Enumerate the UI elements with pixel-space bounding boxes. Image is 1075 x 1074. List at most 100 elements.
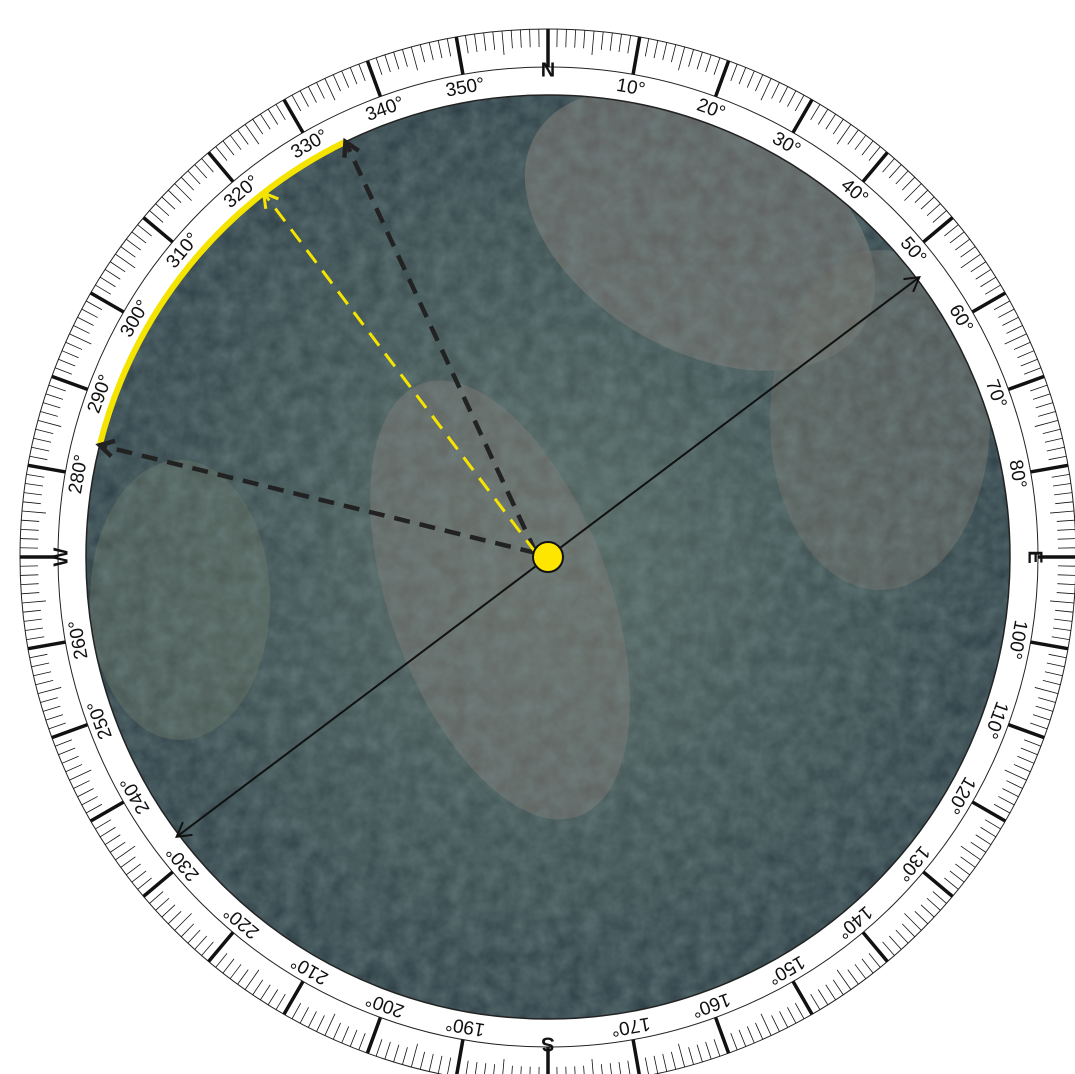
tick	[332, 1022, 341, 1040]
tick	[155, 203, 170, 217]
tick	[275, 993, 286, 1010]
tick	[29, 653, 48, 659]
tick	[794, 95, 805, 112]
tick	[222, 140, 235, 156]
tick	[914, 910, 929, 925]
tick	[20, 583, 39, 586]
tick	[465, 1060, 469, 1074]
degree-label: 10°	[615, 75, 647, 101]
tick	[110, 261, 126, 273]
tick	[882, 941, 895, 956]
tick	[971, 291, 1007, 314]
tick	[600, 31, 604, 50]
tick	[131, 231, 147, 244]
tick	[1007, 374, 1045, 392]
tick	[771, 82, 780, 99]
tick	[21, 519, 40, 522]
tick	[27, 463, 66, 474]
tick	[713, 60, 731, 98]
tick	[282, 980, 305, 1016]
tick	[779, 1011, 789, 1028]
tick	[944, 877, 959, 890]
tick	[58, 358, 76, 367]
tick	[1057, 538, 1075, 540]
tick	[705, 54, 712, 73]
tick	[998, 308, 1015, 318]
tick	[402, 49, 408, 67]
tick	[126, 863, 141, 876]
tick	[861, 958, 874, 974]
tick	[120, 246, 136, 258]
tick	[393, 51, 400, 70]
tick	[474, 1061, 478, 1074]
tick	[1034, 687, 1059, 695]
tick	[26, 636, 45, 640]
arrowhead	[95, 438, 116, 458]
tick	[653, 1055, 659, 1074]
tick	[201, 941, 214, 956]
tick	[149, 210, 164, 223]
tick	[501, 30, 505, 55]
tick	[1020, 747, 1038, 756]
tick	[779, 86, 789, 103]
tick	[502, 1059, 505, 1074]
tick	[410, 46, 418, 71]
tick	[95, 819, 112, 830]
tick	[609, 32, 613, 51]
tick	[194, 164, 208, 179]
tick	[1038, 697, 1056, 703]
tick	[696, 1044, 703, 1063]
tick	[932, 891, 947, 904]
cardinal-label: S	[541, 1033, 554, 1055]
tick	[180, 923, 195, 938]
tick	[1050, 600, 1075, 604]
tick	[791, 98, 814, 134]
tick	[861, 151, 889, 183]
tick	[817, 989, 829, 1005]
tick	[42, 402, 61, 409]
tick	[1030, 640, 1069, 651]
tick	[291, 1002, 302, 1019]
degree-ticks	[20, 29, 1075, 1074]
tick	[89, 800, 125, 823]
tick	[194, 935, 208, 950]
tick	[984, 284, 1001, 295]
tick	[375, 57, 383, 75]
tick	[384, 1041, 391, 1060]
tick	[1020, 358, 1038, 367]
center-point	[532, 541, 564, 573]
tick	[237, 129, 249, 145]
tick	[37, 419, 62, 427]
tick	[299, 1007, 309, 1024]
tick	[365, 1016, 383, 1054]
tick	[1054, 492, 1073, 496]
tick	[201, 158, 214, 173]
tick	[37, 687, 62, 695]
tick	[670, 1051, 677, 1070]
tick	[1052, 483, 1071, 487]
tick	[428, 1053, 434, 1072]
tick	[161, 904, 176, 918]
tick	[926, 203, 941, 217]
tick	[1042, 428, 1061, 435]
tick	[705, 1041, 712, 1060]
tick	[730, 63, 738, 82]
tick	[104, 269, 121, 280]
bearing-line	[262, 192, 538, 554]
tick	[1056, 592, 1075, 595]
tick	[54, 739, 73, 747]
tick	[25, 483, 44, 487]
tick	[31, 662, 50, 668]
tick	[1046, 446, 1065, 452]
bearing-line	[99, 443, 537, 556]
tick	[104, 834, 121, 845]
tick	[984, 819, 1001, 830]
tick	[1046, 662, 1065, 668]
tick	[678, 46, 686, 71]
tick	[618, 1061, 622, 1074]
tick	[960, 845, 981, 861]
tick	[920, 904, 935, 918]
tick	[31, 446, 50, 452]
